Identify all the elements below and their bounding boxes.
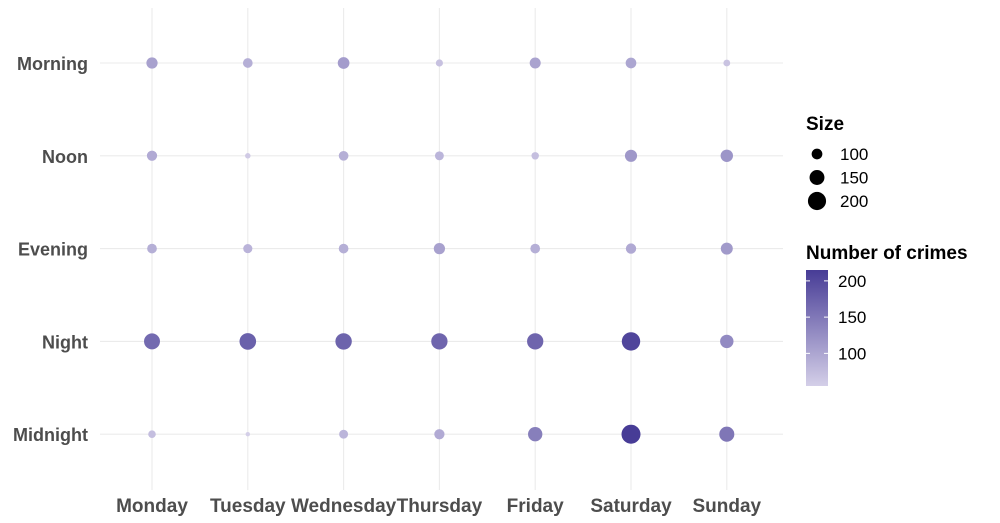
data-point	[529, 57, 541, 69]
data-point	[621, 332, 641, 351]
data-point	[720, 149, 733, 162]
y-tick-label: Midnight	[13, 425, 88, 445]
data-point	[431, 333, 448, 350]
x-tick-label: Thursday	[397, 496, 483, 517]
data-point	[335, 333, 352, 350]
data-point	[625, 243, 637, 254]
y-axis-tick-labels: Morning Noon Evening Night Midnight	[13, 54, 88, 445]
data-point	[245, 153, 251, 159]
x-tick-label: Wednesday	[291, 496, 397, 517]
data-point	[720, 242, 733, 255]
data-point	[339, 429, 349, 439]
data-point	[148, 430, 156, 439]
x-tick-label: Friday	[507, 496, 564, 517]
size-legend-dot	[809, 170, 825, 185]
color-legend: Number of crimes 100 150 200	[806, 243, 968, 386]
data-point	[434, 429, 445, 440]
data-point	[719, 426, 735, 442]
size-legend-title: Size	[806, 114, 844, 135]
color-legend-title: Number of crimes	[806, 243, 968, 264]
data-point	[146, 57, 158, 69]
y-tick-label: Morning	[17, 54, 88, 74]
data-point	[527, 333, 544, 350]
data-point	[338, 150, 349, 161]
data-point	[239, 333, 257, 350]
data-point	[621, 424, 641, 444]
data-point	[243, 244, 253, 254]
data-point	[434, 151, 444, 161]
data-point	[338, 243, 349, 254]
size-legend-dot	[811, 148, 823, 160]
data-point	[144, 333, 160, 350]
data-point	[720, 334, 734, 349]
y-tick-label: Noon	[42, 147, 88, 167]
y-tick-label: Night	[42, 332, 88, 352]
size-legend-label: 100	[840, 145, 868, 164]
data-point	[624, 149, 638, 162]
size-legend-label: 150	[840, 169, 868, 188]
x-tick-label: Monday	[116, 496, 188, 517]
size-legend-label: 200	[840, 192, 868, 211]
data-point	[242, 58, 253, 68]
data-point	[531, 152, 539, 160]
size-legend-dot	[807, 191, 827, 211]
size-legend: Size 100 150 200	[806, 114, 868, 211]
x-tick-label: Tuesday	[210, 496, 286, 517]
data-point	[337, 57, 350, 69]
color-legend-label: 100	[838, 344, 866, 363]
color-legend-label: 150	[838, 308, 866, 327]
x-tick-label: Sunday	[692, 496, 761, 517]
data-point	[147, 243, 157, 254]
y-tick-label: Evening	[18, 240, 88, 260]
data-point	[146, 150, 158, 161]
data-point	[530, 243, 541, 254]
data-point	[433, 242, 446, 255]
x-axis-tick-labels: Monday Tuesday Wednesday Thursday Friday Satu…	[116, 496, 761, 517]
data-points	[144, 57, 735, 444]
data-point	[625, 57, 637, 69]
x-tick-label: Saturday	[590, 496, 672, 517]
color-legend-bar	[806, 270, 828, 386]
data-point	[245, 432, 250, 437]
data-point	[723, 59, 731, 67]
color-legend-label: 200	[838, 272, 866, 291]
data-point	[528, 427, 543, 442]
data-point	[435, 59, 443, 67]
